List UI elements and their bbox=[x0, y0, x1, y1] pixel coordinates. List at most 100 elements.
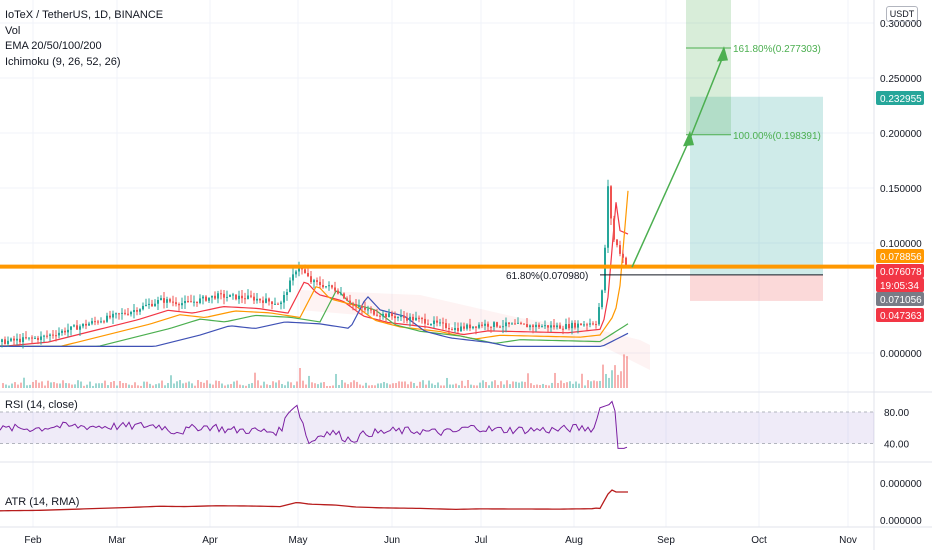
volume-bar bbox=[104, 380, 106, 388]
volume-bar bbox=[251, 383, 253, 388]
candle-body bbox=[286, 292, 288, 296]
candle-body bbox=[358, 305, 360, 307]
candle-body bbox=[118, 313, 120, 315]
volume-bar bbox=[146, 381, 148, 388]
vol-indicator-label[interactable]: Vol bbox=[5, 24, 21, 37]
volume-bar bbox=[140, 385, 142, 388]
time-axis[interactable]: Feb Mar Apr May Jun Jul Aug Sep Oct Nov bbox=[24, 535, 857, 546]
volume-bar bbox=[50, 382, 52, 388]
volume-bar bbox=[167, 383, 169, 388]
price-badge-label: 0.078856 bbox=[880, 252, 922, 263]
volume-bar bbox=[458, 385, 460, 388]
candle-body bbox=[439, 322, 441, 324]
time-tick: Oct bbox=[751, 535, 767, 546]
volume-bar bbox=[329, 385, 331, 388]
candle-body bbox=[508, 322, 510, 325]
volume-bar bbox=[434, 384, 436, 388]
candle-body bbox=[436, 320, 438, 323]
volume-bar bbox=[485, 382, 487, 388]
volume-bar bbox=[431, 383, 433, 388]
candle-body bbox=[223, 293, 225, 298]
candle-body bbox=[496, 322, 498, 327]
volume-bar bbox=[350, 382, 352, 388]
candle-body bbox=[106, 315, 108, 322]
candle-body bbox=[505, 322, 507, 327]
price-axis[interactable]: 0.300000 0.250000 0.200000 0.150000 0.100000… bbox=[876, 19, 924, 527]
price-tick: 0.000000 bbox=[880, 349, 922, 360]
volume-bar bbox=[179, 380, 181, 388]
volume-bar bbox=[488, 385, 490, 388]
volume-bar bbox=[191, 383, 193, 388]
atr-label[interactable]: ATR (14, RMA) bbox=[5, 496, 80, 508]
arrow-head bbox=[683, 130, 694, 147]
rsi-label[interactable]: RSI (14, close) bbox=[5, 399, 78, 411]
atr-pane bbox=[0, 489, 628, 512]
volume-bar bbox=[407, 384, 409, 388]
candle-body bbox=[172, 301, 174, 303]
candle-body bbox=[43, 335, 45, 337]
candle-body bbox=[625, 257, 627, 266]
candle-body bbox=[514, 323, 516, 325]
volume-bar bbox=[464, 385, 466, 388]
volume-bar bbox=[344, 382, 346, 388]
price-tick: 0.250000 bbox=[880, 74, 922, 85]
volume-bar bbox=[95, 383, 97, 388]
candle-body bbox=[412, 316, 414, 321]
candle-body bbox=[487, 323, 489, 327]
volume-bar bbox=[221, 383, 223, 388]
volume-bar bbox=[197, 380, 199, 388]
candle-body bbox=[73, 325, 75, 327]
volume-bar bbox=[584, 385, 586, 388]
volume-bar bbox=[593, 380, 595, 388]
volume-bar bbox=[113, 381, 115, 388]
candle-body bbox=[361, 305, 363, 308]
candle-body bbox=[25, 337, 27, 339]
candle-body bbox=[460, 326, 462, 332]
long-position-zones[interactable] bbox=[686, 0, 823, 301]
candle-body bbox=[214, 295, 216, 299]
volume-bar bbox=[416, 385, 418, 388]
volume-bar bbox=[338, 384, 340, 388]
volume-bar bbox=[440, 385, 442, 388]
symbol-title[interactable]: IoTeX / TetherUS, 1D, BINANCE bbox=[5, 9, 164, 21]
candle-body bbox=[568, 323, 570, 329]
ichimoku-indicator-label[interactable]: Ichimoku (9, 26, 52, 26) bbox=[5, 55, 121, 68]
candle-body bbox=[211, 295, 213, 298]
candle-body bbox=[499, 326, 501, 328]
candle-body bbox=[79, 326, 81, 330]
volume-bar bbox=[80, 381, 82, 388]
volume-bar bbox=[413, 383, 415, 388]
volume-bar bbox=[392, 383, 394, 388]
price-badge-label: 19:05:34 bbox=[880, 281, 919, 292]
volume-bar bbox=[362, 385, 364, 388]
candle-body bbox=[415, 317, 417, 321]
candle-body bbox=[232, 294, 234, 296]
volume-bar bbox=[596, 381, 598, 388]
ema-indicator-label[interactable]: EMA 20/50/100/200 bbox=[5, 40, 102, 52]
volume-bar bbox=[44, 385, 46, 388]
time-tick: Jul bbox=[475, 535, 488, 546]
volume-bar bbox=[449, 384, 451, 388]
volume-bar bbox=[188, 381, 190, 388]
fib-extension-box bbox=[686, 0, 731, 135]
volume-bar bbox=[200, 381, 202, 388]
time-tick: May bbox=[289, 535, 308, 546]
volume-bar bbox=[203, 382, 205, 388]
candle-body bbox=[577, 323, 579, 328]
candle-body bbox=[457, 327, 459, 332]
volume-bar bbox=[467, 380, 469, 388]
candle-body bbox=[109, 315, 111, 318]
volume-bar bbox=[53, 382, 55, 388]
currency-button[interactable]: USDT bbox=[886, 6, 918, 22]
candle-body bbox=[124, 312, 126, 314]
candle-body bbox=[199, 298, 201, 304]
candle-body bbox=[619, 245, 621, 254]
candle-body bbox=[115, 313, 117, 315]
price-levels[interactable]: 161.80%(0.277303) 100.00%(0.198391) 61.80%… bbox=[0, 44, 874, 282]
candle-body bbox=[481, 324, 483, 326]
volume-bar bbox=[11, 383, 13, 388]
candle-body bbox=[178, 304, 180, 306]
candle-body bbox=[148, 303, 150, 305]
volume-bar bbox=[332, 385, 334, 388]
